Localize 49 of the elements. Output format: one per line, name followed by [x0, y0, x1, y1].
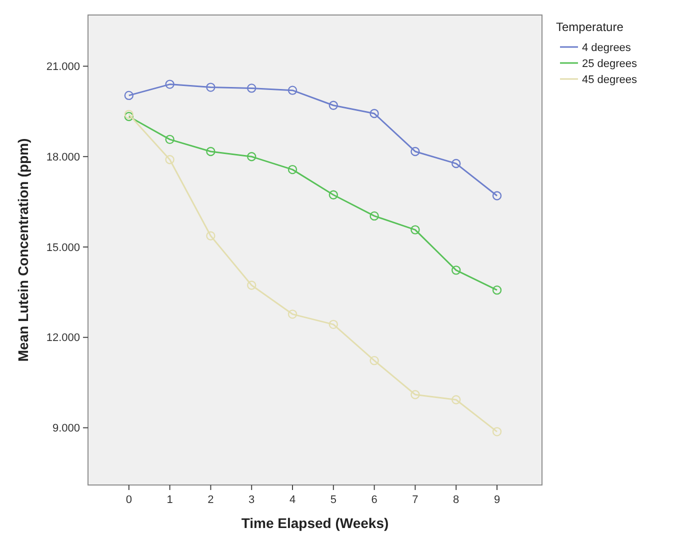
- x-tick-label: 0: [126, 494, 132, 506]
- point: [370, 356, 379, 366]
- point: [452, 266, 461, 275]
- point: [247, 84, 256, 93]
- point: [492, 285, 502, 295]
- point: [492, 191, 502, 200]
- point: [370, 108, 379, 118]
- legend-label: 25 degrees: [582, 58, 638, 70]
- legend-label: 4 degrees: [582, 42, 632, 54]
- point: [288, 86, 298, 95]
- x-tick-label: 8: [453, 494, 460, 506]
- legend-title: Temperature: [556, 20, 624, 34]
- point: [410, 390, 420, 400]
- y-tick-label: 9.000: [52, 422, 80, 435]
- point: [165, 155, 174, 164]
- legend-label: 45 degrees: [582, 74, 638, 86]
- point: [452, 395, 461, 404]
- point: [328, 320, 338, 330]
- point: [165, 80, 174, 89]
- x-tick-label: 9: [494, 494, 500, 506]
- x-tick-label: 1: [166, 494, 173, 506]
- point: [165, 134, 174, 144]
- y-tick-label: 15.000: [46, 242, 80, 254]
- point: [206, 231, 216, 240]
- point: [328, 190, 338, 200]
- point: [370, 211, 379, 221]
- point: [206, 146, 216, 156]
- x-tick-label: 5: [330, 494, 336, 506]
- point: [288, 164, 298, 174]
- x-tick-label: 3: [248, 494, 255, 506]
- y-tick-label: 12.000: [46, 332, 80, 344]
- point: [247, 152, 256, 162]
- point: [206, 82, 216, 92]
- point: [492, 427, 502, 436]
- x-tick-label: 6: [371, 494, 378, 506]
- point: [328, 100, 338, 110]
- x-tick-label: 2: [208, 494, 214, 506]
- y-tick-label: 21.000: [46, 61, 80, 74]
- x-axis-title: Time Elapsed (Weeks): [241, 515, 389, 531]
- y-axis-title: Mean Lutein Concentration (ppm): [15, 138, 31, 362]
- point: [410, 146, 420, 156]
- point: [452, 158, 461, 168]
- x-tick-label: 7: [412, 494, 418, 506]
- point: [410, 225, 420, 234]
- y-tick-label: 18.000: [46, 151, 80, 164]
- point: [288, 310, 298, 319]
- x-tick-label: 4: [289, 494, 296, 506]
- point: [124, 90, 134, 100]
- point: [247, 280, 256, 290]
